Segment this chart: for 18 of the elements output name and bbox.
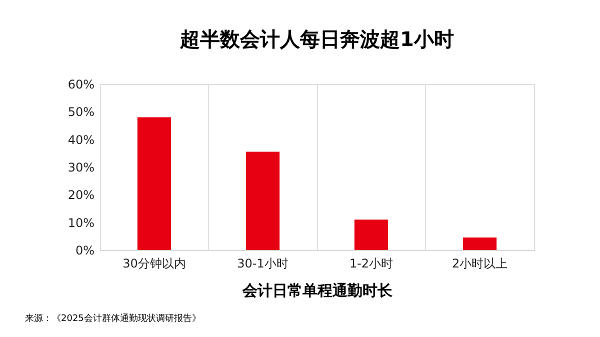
y-tick-label: 40% bbox=[68, 132, 94, 147]
y-tick-label: 50% bbox=[68, 105, 94, 120]
bar bbox=[246, 152, 280, 250]
y-tick-label: 30% bbox=[68, 160, 94, 174]
source-note: 来源：《2025会计群体通勤现状调研报告》 bbox=[25, 313, 201, 324]
chart-title: 超半数会计人每日奔波超1小时 bbox=[179, 27, 454, 51]
x-tick-label: 30-1小时 bbox=[237, 256, 288, 270]
x-tick-label: 2小时以上 bbox=[452, 256, 508, 270]
y-tick-label: 0% bbox=[75, 244, 94, 258]
bar bbox=[354, 220, 388, 250]
x-tick-label: 1-2小时 bbox=[349, 256, 394, 270]
y-tick-label: 20% bbox=[68, 188, 94, 202]
bar bbox=[137, 117, 172, 250]
x-tick-label: 30分钟以内 bbox=[122, 256, 186, 270]
y-tick-label: 60% bbox=[68, 78, 94, 92]
x-axis-title: 会计日常单程通勤时长 bbox=[242, 282, 394, 300]
bar bbox=[462, 238, 497, 250]
y-tick-label: 10% bbox=[68, 216, 94, 230]
